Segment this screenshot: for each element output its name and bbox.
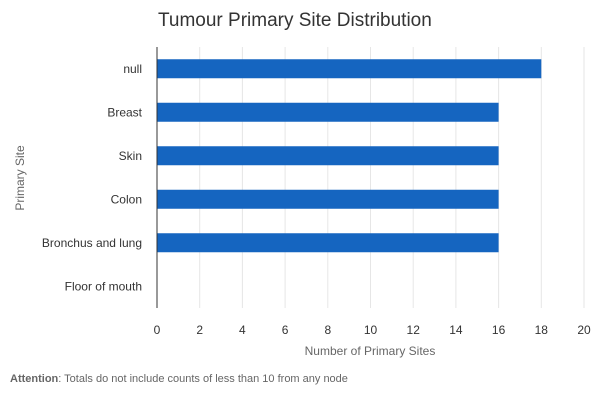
category-label: null — [123, 62, 142, 76]
x-tick-label: 0 — [154, 323, 161, 337]
x-axis-label: Number of Primary Sites — [305, 344, 436, 358]
x-tick-label: 12 — [407, 323, 421, 337]
bar[interactable] — [157, 102, 499, 122]
x-tick-label: 16 — [492, 323, 506, 337]
x-tick-label: 20 — [577, 323, 591, 337]
x-tick-label: 18 — [535, 323, 549, 337]
category-labels: null Breast Skin Colon Bronchus and lung Floo… — [42, 62, 143, 294]
bars — [157, 59, 542, 253]
x-tick-label: 2 — [196, 323, 203, 337]
category-label: Skin — [119, 149, 142, 163]
x-tick-label: 8 — [324, 323, 331, 337]
category-label: Floor of mouth — [65, 279, 142, 293]
grid — [199, 47, 585, 308]
x-tick-label: 14 — [449, 323, 463, 337]
category-label: Breast — [107, 105, 142, 119]
category-label: Bronchus and lung — [42, 236, 142, 250]
x-tick-label: 10 — [364, 323, 378, 337]
chart-title: Tumour Primary Site Distribution — [158, 10, 432, 31]
bar[interactable] — [157, 233, 499, 253]
category-label: Colon — [111, 192, 142, 206]
footnote-label: Attention — [10, 373, 59, 385]
bar[interactable] — [157, 189, 499, 209]
y-axis-label: Primary Site — [13, 145, 27, 211]
x-tick-label: 4 — [239, 323, 246, 337]
x-tick-labels: 0 2 4 6 8 10 12 14 16 18 20 — [154, 323, 591, 337]
footnote-text: : Totals do not include counts of less t… — [58, 373, 348, 385]
x-tick-label: 6 — [282, 323, 289, 337]
bar[interactable] — [157, 59, 542, 79]
footnote: Attention: Totals do not include counts … — [10, 373, 348, 385]
bar[interactable] — [157, 146, 499, 166]
